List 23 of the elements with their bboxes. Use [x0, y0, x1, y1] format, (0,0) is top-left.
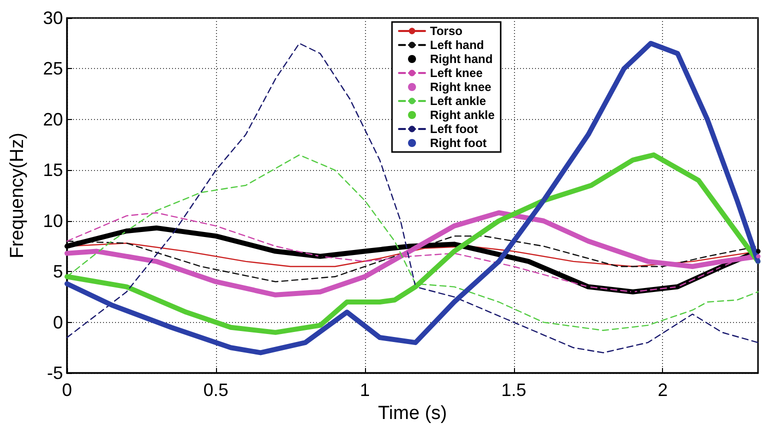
legend-label: Right hand	[430, 52, 493, 66]
y-tick-label: 30	[42, 8, 63, 28]
x-axis-title: Time (s)	[378, 402, 447, 424]
y-tick-label: 5	[52, 262, 63, 282]
legend-label: Torso	[430, 24, 462, 38]
legend-label: Right knee	[430, 80, 492, 94]
y-tick-label: 25	[42, 58, 63, 79]
x-tick-label: 2	[658, 380, 668, 400]
y-tick-label: 10	[42, 210, 63, 231]
x-tick-label: 1	[360, 380, 370, 400]
legend-label: Left ankle	[430, 94, 486, 108]
legend-label: Right ankle	[430, 108, 495, 122]
legend-label: Left foot	[430, 122, 478, 136]
y-axis-title: Frequency(Hz)	[7, 132, 28, 258]
y-tick-label: 15	[42, 160, 63, 180]
legend-label: Left hand	[430, 38, 484, 52]
x-tick-label: 1.5	[501, 380, 526, 400]
y-tick-label: 0	[52, 312, 63, 332]
legend-label: Right foot	[430, 136, 487, 150]
y-tick-label: -5	[46, 363, 63, 383]
x-tick-label: 0.5	[203, 380, 228, 400]
legend-label: Left knee	[430, 66, 484, 80]
y-tick-label: 20	[42, 109, 63, 130]
